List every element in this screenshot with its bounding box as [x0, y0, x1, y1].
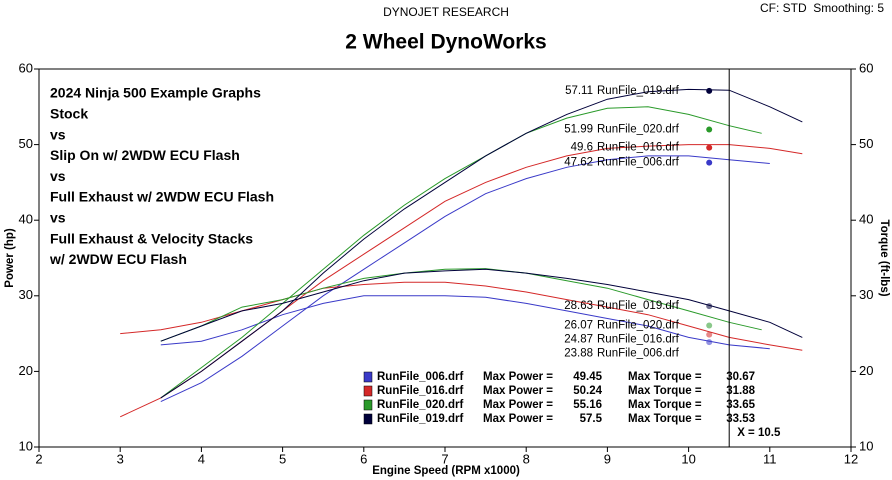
cursor-value: 51.99: [564, 124, 593, 136]
legend-power-label: Max Power =: [483, 413, 553, 425]
cursor-run: RunFile_016.drf: [597, 334, 680, 346]
legend-run: RunFile_019.drf: [377, 413, 463, 425]
cursor-run: RunFile_020.drf: [597, 124, 680, 136]
x-tick-label: 2: [35, 451, 42, 466]
cursor-run: RunFile_006.drf: [597, 348, 680, 360]
legend-torque-label: Max Torque =: [628, 399, 702, 411]
torque-line: [160, 295, 770, 350]
x-tick-label: 10: [681, 451, 695, 466]
x-tick-label: 3: [117, 451, 124, 466]
chart-title: 2 Wheel DynoWorks: [345, 31, 547, 54]
y-tick-label: 40: [19, 212, 33, 227]
cursor-value: 47.62: [564, 157, 593, 169]
y-tick-label: 60: [19, 60, 33, 75]
y-tick-label: 50: [19, 136, 33, 151]
y-tick-label: 20: [19, 363, 33, 378]
x-tick-label: 8: [523, 451, 530, 466]
cursor-dot: [706, 126, 713, 133]
y2-tick-label: 20: [859, 363, 873, 378]
x-tick-label: 4: [198, 451, 205, 466]
legend-max-power: 55.16: [573, 399, 602, 411]
cursor-dot: [706, 339, 713, 346]
cursor-value: 23.88: [564, 348, 593, 360]
legend-swatch: [363, 385, 373, 397]
header: DYNOJET RESEARCH: [383, 5, 509, 19]
cursor-dot: [706, 331, 713, 338]
legend-swatch: [363, 371, 373, 383]
torque-line: [160, 268, 762, 342]
y2-tick-label: 30: [859, 287, 873, 302]
legend-power-label: Max Power =: [483, 371, 553, 383]
cursor-dot: [706, 144, 713, 151]
y-tick-label: 30: [19, 287, 33, 302]
legend-max-torque: 30.67: [726, 371, 755, 383]
annotation: vs: [50, 210, 66, 226]
power-line: [160, 88, 803, 399]
legend-run: RunFile_006.drf: [377, 371, 463, 383]
y2-tick-label: 40: [859, 212, 873, 227]
annotation: Full Exhaust & Velocity Stacks: [50, 230, 253, 246]
legend-max-power: 49.45: [573, 371, 602, 383]
power-line: [160, 106, 762, 399]
legend-torque-label: Max Torque =: [628, 413, 702, 425]
cursor-run: RunFile_020.drf: [597, 320, 680, 332]
annotation: Stock: [50, 106, 88, 122]
legend-power-label: Max Power =: [483, 399, 553, 411]
cursor-dot: [706, 87, 713, 94]
annotation: vs: [50, 168, 66, 184]
annotation: 2024 Ninja 500 Example Graphs: [50, 85, 261, 101]
legend-swatch: [363, 413, 373, 425]
y-tick-label: 10: [19, 438, 33, 453]
cursor-value: 24.87: [564, 334, 593, 346]
cursor-dot: [706, 159, 713, 166]
y2-tick-label: 10: [859, 438, 873, 453]
legend-swatch: [363, 399, 373, 411]
cursor-run: RunFile_019.drf: [597, 85, 680, 97]
y2-axis-label: Torque (ft-lbs): [878, 219, 890, 296]
cursor-run: RunFile_006.drf: [597, 157, 680, 169]
y2-tick-label: 50: [859, 136, 873, 151]
legend-run: RunFile_016.drf: [377, 385, 463, 397]
legend-max-power: 50.24: [573, 385, 602, 397]
y-axis-label: Power (hp): [4, 228, 16, 288]
legend-max-torque: 31.88: [726, 385, 755, 397]
cursor-value: 28.63: [564, 300, 593, 312]
x-tick-label: 6: [360, 451, 367, 466]
x-tick-label: 7: [441, 451, 448, 466]
x-tick-label: 12: [844, 451, 858, 466]
corner-note: CF: STD Smoothing: 5: [760, 1, 884, 15]
legend-max-torque: 33.65: [726, 399, 755, 411]
torque-line: [160, 268, 803, 342]
x-axis-label: Engine Speed (RPM x1000): [372, 465, 520, 477]
annotation: vs: [50, 126, 66, 142]
y2-tick-label: 60: [859, 60, 873, 75]
legend-max-power: 57.5: [580, 413, 603, 425]
x-tick-label: 9: [604, 451, 611, 466]
x-tick-label: 5: [279, 451, 286, 466]
cursor-value: 49.6: [571, 142, 593, 154]
cursor-dot: [706, 303, 713, 310]
cursor-value: 26.07: [564, 320, 593, 332]
annotation: w/ 2WDW ECU Flash: [49, 251, 187, 267]
cursor-run: RunFile_016.drf: [597, 142, 680, 154]
legend-torque-label: Max Torque =: [628, 385, 702, 397]
cursor-run: RunFile_019.drf: [597, 300, 680, 312]
legend-torque-label: Max Torque =: [628, 371, 702, 383]
legend-power-label: Max Power =: [483, 385, 553, 397]
x-tick-label: 11: [763, 451, 777, 466]
power-line: [160, 155, 770, 403]
torque-line: [120, 281, 803, 351]
annotation: Full Exhaust w/ 2WDW ECU Flash: [50, 189, 274, 205]
legend-max-torque: 33.53: [726, 413, 755, 425]
cursor-label: X = 10.5: [737, 427, 781, 439]
legend-run: RunFile_020.drf: [377, 399, 463, 411]
annotation: Slip On w/ 2WDW ECU Flash: [50, 147, 240, 163]
cursor-value: 57.11: [565, 85, 593, 97]
cursor-dot: [706, 322, 713, 329]
